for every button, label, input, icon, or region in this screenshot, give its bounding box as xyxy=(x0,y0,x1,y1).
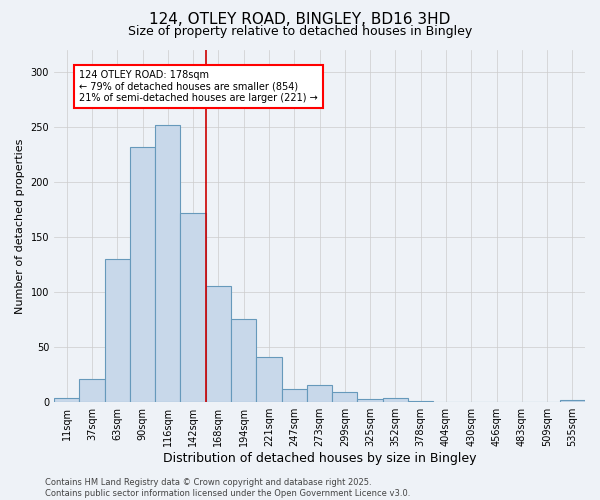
Bar xyxy=(155,125,181,402)
Text: Size of property relative to detached houses in Bingley: Size of property relative to detached ho… xyxy=(128,25,472,38)
Bar xyxy=(181,213,206,402)
Bar xyxy=(383,398,408,402)
Bar xyxy=(358,399,383,402)
Bar xyxy=(307,384,332,402)
Bar xyxy=(332,392,358,402)
Text: Contains HM Land Registry data © Crown copyright and database right 2025.
Contai: Contains HM Land Registry data © Crown c… xyxy=(45,478,410,498)
Bar xyxy=(256,357,281,402)
Bar xyxy=(206,286,231,402)
X-axis label: Distribution of detached houses by size in Bingley: Distribution of detached houses by size … xyxy=(163,452,476,465)
Bar xyxy=(79,379,104,402)
Y-axis label: Number of detached properties: Number of detached properties xyxy=(15,138,25,314)
Bar xyxy=(130,147,155,402)
Bar xyxy=(281,389,307,402)
Bar xyxy=(54,398,79,402)
Bar xyxy=(231,318,256,402)
Bar xyxy=(560,400,585,402)
Text: 124 OTLEY ROAD: 178sqm
← 79% of detached houses are smaller (854)
21% of semi-de: 124 OTLEY ROAD: 178sqm ← 79% of detached… xyxy=(79,70,318,103)
Text: 124, OTLEY ROAD, BINGLEY, BD16 3HD: 124, OTLEY ROAD, BINGLEY, BD16 3HD xyxy=(149,12,451,28)
Bar xyxy=(104,259,130,402)
Bar xyxy=(408,401,433,402)
